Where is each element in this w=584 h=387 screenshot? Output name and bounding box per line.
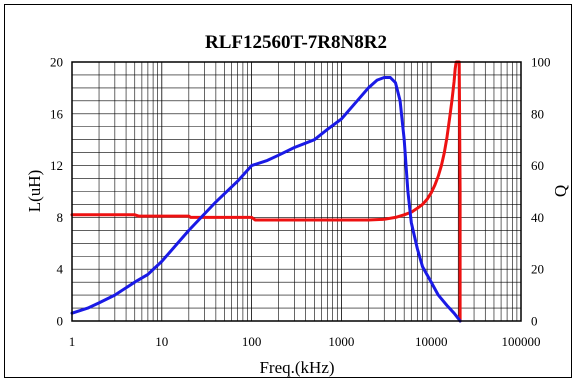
y2-axis-label: Q — [551, 185, 570, 197]
y2-tick-label: 60 — [531, 158, 544, 173]
y2-tick-label: 0 — [531, 314, 538, 329]
tick-labels: 1 10 100 1000 10000 100000 0 4 8 12 16 20 0 20 40 60 80 1… — [50, 55, 551, 350]
y2-tick-label: 100 — [531, 55, 551, 70]
plot-area-border — [71, 61, 522, 322]
chart-title: RLF12560T-7R8N8R2 — [205, 32, 387, 53]
x-tick-label: 100 — [242, 334, 262, 349]
x-tick-label: 1 — [69, 334, 76, 349]
y-axis-label: L(uH) — [25, 170, 44, 212]
inductance-series-line — [70, 60, 462, 323]
x-axis-label: Freq.(kHz) — [259, 358, 334, 377]
series-layer — [70, 60, 462, 323]
y-tick-label: 8 — [57, 210, 64, 225]
grid — [71, 61, 521, 322]
y2-tick-label: 80 — [531, 106, 544, 121]
y-tick-label: 16 — [50, 106, 64, 121]
y-tick-label: 12 — [50, 158, 63, 173]
y2-tick-label: 40 — [531, 210, 544, 225]
q-factor-series-line — [70, 76, 462, 323]
y-tick-label: 4 — [57, 262, 64, 277]
y2-tick-label: 20 — [531, 262, 544, 277]
x-tick-label: 100000 — [502, 334, 541, 349]
x-tick-label: 10 — [155, 334, 168, 349]
y-tick-label: 0 — [57, 314, 64, 329]
x-tick-label: 1000 — [328, 334, 354, 349]
y-tick-label: 20 — [50, 55, 63, 70]
x-tick-label: 10000 — [415, 334, 448, 349]
